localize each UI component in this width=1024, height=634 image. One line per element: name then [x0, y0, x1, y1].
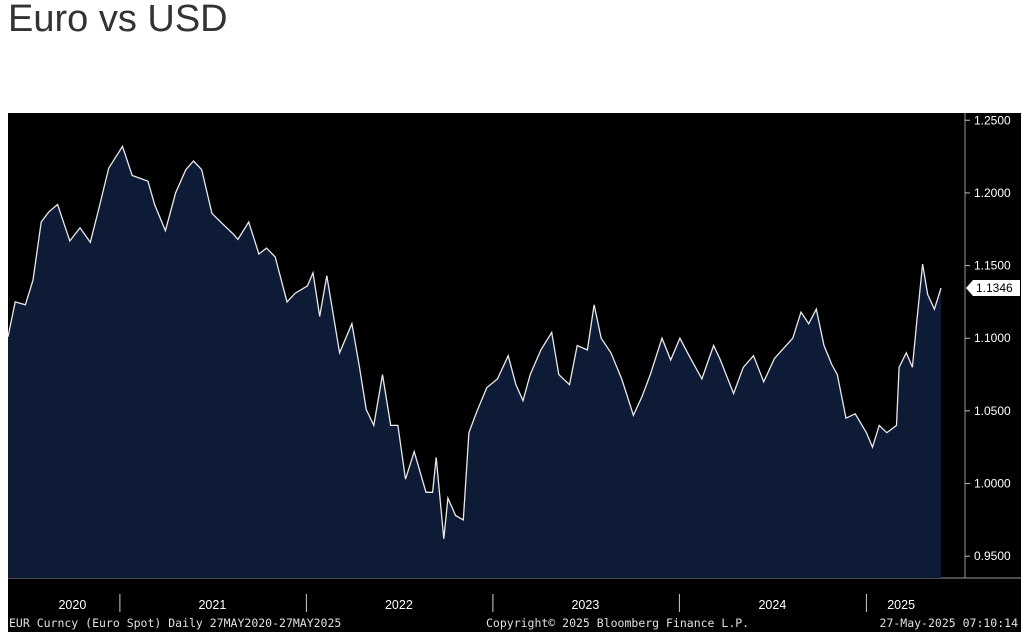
- x-tick-label: 2021: [198, 598, 226, 612]
- y-tick-label: 1.2000: [974, 186, 1011, 200]
- footer-timestamp: 27-May-2025 07:10:14: [880, 616, 1019, 630]
- y-tick-label: 0.9500: [974, 549, 1011, 563]
- price-area-fill: [8, 146, 941, 578]
- last-value-marker: 1.1346: [966, 279, 1020, 296]
- y-axis: 1.2500 1.2000 1.1500 1.1000 1.0500 1.0000 0.95…: [965, 113, 1011, 563]
- y-tick-label: 1.0500: [974, 404, 1011, 418]
- x-axis: 2020 2021 2022 2023 2024 2025: [58, 594, 915, 612]
- chart-footer: EUR Curncy (Euro Spot) Daily 27MAY2020-2…: [9, 616, 1018, 630]
- last-value-box: [966, 279, 1020, 296]
- x-tick-label: 2020: [58, 598, 86, 612]
- footer-security-info: EUR Curncy (Euro Spot) Daily 27MAY2020-2…: [9, 616, 341, 630]
- y-tick-label: 1.1500: [974, 259, 1011, 273]
- x-tick-label: 2023: [571, 598, 599, 612]
- x-tick-label: 2022: [385, 598, 413, 612]
- x-tick-label: 2025: [887, 598, 915, 612]
- page-title: Euro vs USD: [8, 0, 228, 40]
- last-value-label: 1.1346: [976, 281, 1013, 295]
- price-line: [8, 144, 942, 539]
- footer-copyright: Copyright© 2025 Bloomberg Finance L.P.: [486, 616, 749, 630]
- price-chart: 1.2500 1.2000 1.1500 1.1000 1.0500 1.0000 0.95…: [8, 113, 1021, 632]
- y-tick-label: 1.2500: [974, 113, 1011, 127]
- x-tick-label: 2024: [758, 598, 786, 612]
- chart-panel: 1.2500 1.2000 1.1500 1.1000 1.0500 1.0000 0.95…: [8, 113, 1021, 632]
- y-tick-label: 1.0000: [974, 477, 1011, 491]
- y-tick-label: 1.1000: [974, 331, 1011, 345]
